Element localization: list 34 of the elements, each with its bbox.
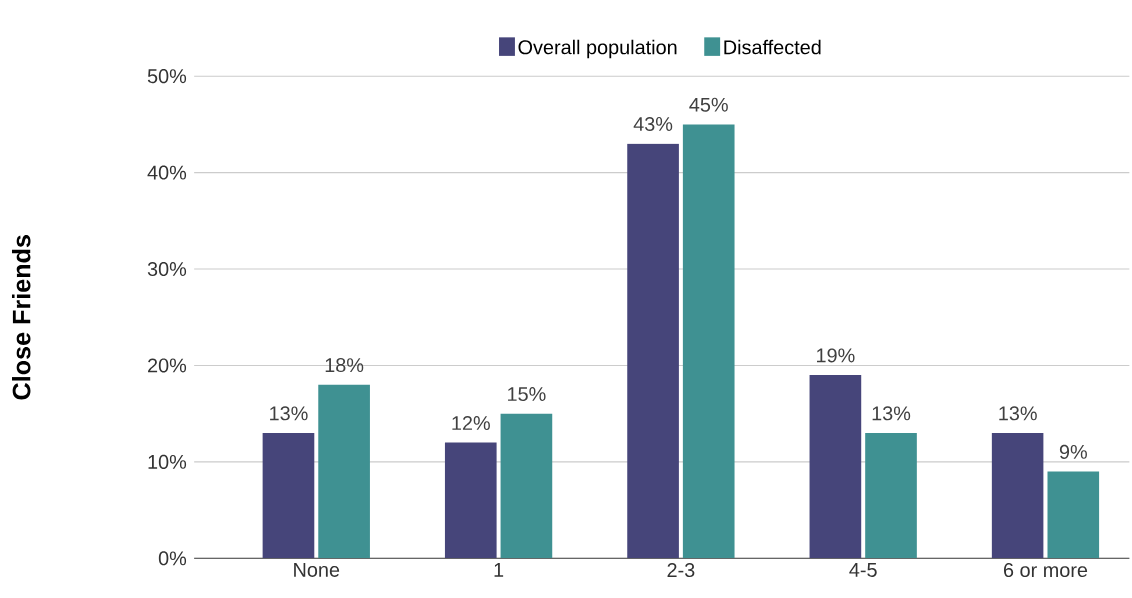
data-label: 13% <box>270 406 308 421</box>
y-tick-label: 50% <box>147 69 187 84</box>
bar <box>1047 471 1100 559</box>
bar <box>444 442 497 559</box>
y-tick-label: 20% <box>148 358 187 373</box>
data-label: 19% <box>817 348 855 363</box>
y-axis-title: Close Friends <box>11 235 31 400</box>
x-tick-label: 4-5 <box>849 562 877 577</box>
data-label: 43% <box>633 116 673 131</box>
bar <box>682 124 735 559</box>
legend-label: Overall population <box>518 39 677 59</box>
data-label: 18% <box>325 358 364 373</box>
bar <box>809 375 862 559</box>
bar <box>262 432 315 559</box>
y-tick-label: 30% <box>147 261 187 277</box>
data-label: 15% <box>508 387 546 402</box>
data-label: 13% <box>872 406 911 421</box>
bar <box>991 432 1044 559</box>
y-tick-label: 10% <box>148 454 187 469</box>
y-tick-label: 0% <box>158 551 187 566</box>
bar <box>627 143 679 559</box>
x-tick-label: 1 <box>494 562 504 577</box>
data-label: 9% <box>1059 444 1087 459</box>
bar <box>865 432 917 559</box>
x-tick-label: 6 or more <box>1004 562 1088 578</box>
data-label: 13% <box>999 406 1037 421</box>
x-tick-label: None <box>294 562 340 577</box>
data-label: 12% <box>452 415 490 430</box>
bar <box>500 413 553 559</box>
bar <box>318 384 370 559</box>
y-tick-label: 40% <box>147 165 187 180</box>
data-label: 45% <box>689 97 728 112</box>
x-tick-label: 2-3 <box>667 562 695 578</box>
legend-label: Disaffected <box>724 39 821 55</box>
